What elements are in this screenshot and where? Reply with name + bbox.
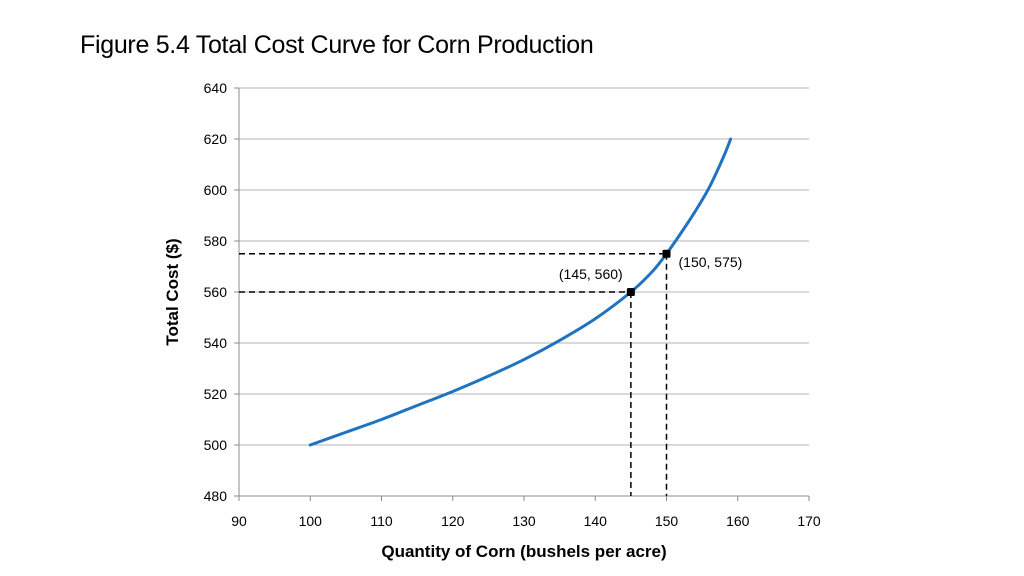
x-tick-label: 130 <box>512 513 536 529</box>
y-tick-label: 560 <box>204 284 228 300</box>
total-cost-curve <box>308 137 733 447</box>
y-tick-label: 600 <box>204 182 228 198</box>
x-tick-label: 170 <box>797 513 821 529</box>
x-tick-label: 100 <box>299 513 323 529</box>
x-tick-label: 150 <box>655 513 679 529</box>
point-annotation: (150, 575) <box>679 254 743 270</box>
y-tick-label: 580 <box>204 233 228 249</box>
y-axis-title: Total Cost ($) <box>163 238 182 345</box>
x-tick-label: 120 <box>441 513 465 529</box>
x-axis-title: Quantity of Corn (bushels per acre) <box>381 542 666 561</box>
slide-title: Figure 5.4 Total Cost Curve for Corn Pro… <box>80 31 594 59</box>
x-tick-label: 90 <box>231 513 247 529</box>
y-tick-label: 540 <box>204 335 228 351</box>
y-tick-label: 640 <box>204 80 228 96</box>
y-tick-label: 500 <box>204 437 228 453</box>
x-tick-label: 140 <box>584 513 608 529</box>
y-tick-label: 520 <box>204 386 228 402</box>
y-tick-label: 620 <box>204 131 228 147</box>
point-annotation: (145, 560) <box>559 266 623 282</box>
x-tick-label: 110 <box>370 513 393 529</box>
highlight-point-marker <box>626 288 635 296</box>
y-tick-label: 480 <box>204 488 228 504</box>
x-tick-label: 160 <box>726 513 750 529</box>
highlight-point-marker <box>662 249 671 258</box>
